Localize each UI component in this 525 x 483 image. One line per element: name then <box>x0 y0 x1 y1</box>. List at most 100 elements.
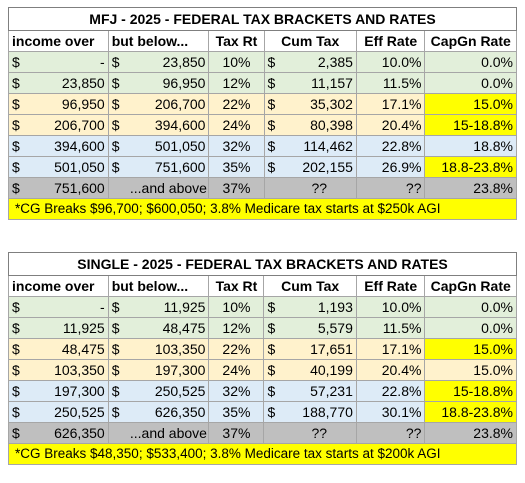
tax-rate-cell: 12% <box>208 317 265 339</box>
single-bracket-table: SINGLE - 2025 - FEDERAL TAX BRACKETS AND… <box>8 252 517 465</box>
bracket-row: $626,350 ...and above 37%???? 23.8% <box>8 422 517 444</box>
cumulative-tax-cell: 35,302 <box>282 93 357 115</box>
cumulative-tax-cell: 17,651 <box>282 338 357 360</box>
currency-sign: $ <box>263 380 283 402</box>
capgains-rate-cell: 15.0% <box>424 93 517 115</box>
header-eff: Eff Rate <box>355 30 426 52</box>
cumulative-tax-cell: ?? <box>282 177 357 199</box>
currency-sign: $ <box>8 338 28 360</box>
currency-sign: $ <box>263 135 283 157</box>
currency-sign: $ <box>8 359 28 381</box>
bracket-row: $394,600 $501,050 32% $114,462 22.8% 18.8% <box>8 135 517 157</box>
effective-rate-cell: 20.4% <box>355 114 426 136</box>
income-over-cell: 751,600 <box>27 177 109 199</box>
tax-rate-cell: 22% <box>208 338 265 360</box>
table-title: MFJ - 2025 - FEDERAL TAX BRACKETS AND RA… <box>8 7 517 31</box>
cumulative-tax-cell: 114,462 <box>282 135 357 157</box>
currency-sign: $ <box>8 135 28 157</box>
currency-sign: $ <box>8 156 28 178</box>
mfj-table-body: MFJ - 2025 - FEDERAL TAX BRACKETS AND RA… <box>8 7 517 220</box>
currency-sign <box>107 422 127 444</box>
tax-rate-cell: 10% <box>208 51 265 73</box>
income-below-cell: 103,350 <box>126 338 210 360</box>
tax-rate-cell: 12% <box>208 72 265 94</box>
effective-rate-cell: 17.1% <box>355 93 426 115</box>
tax-rate-cell: 35% <box>208 401 265 423</box>
currency-sign: $ <box>107 338 127 360</box>
capgains-rate-cell: 23.8% <box>424 422 517 444</box>
tax-rate-cell: 22% <box>208 93 265 115</box>
capgains-note: *CG Breaks $96,700; $600,050; 3.8% Medic… <box>8 198 517 220</box>
bracket-row: $11,925 $48,475 12% $5,579 11.5% 0.0% <box>8 317 517 339</box>
table-title-row: MFJ - 2025 - FEDERAL TAX BRACKETS AND RA… <box>8 7 517 31</box>
capgains-rate-cell: 15-18.8% <box>424 114 517 136</box>
capgains-rate-cell: 15.0% <box>424 338 517 360</box>
income-over-cell: 96,950 <box>27 93 109 115</box>
tax-rate-cell: 35% <box>208 156 265 178</box>
income-below-cell: 96,950 <box>126 72 210 94</box>
currency-sign: $ <box>263 156 283 178</box>
capgains-rate-cell: 15.0% <box>424 359 517 381</box>
bracket-row: $48,475 $103,350 22% $17,651 17.1% 15.0% <box>8 338 517 360</box>
bracket-row: $197,300 $250,525 32% $57,231 22.8% 15-18.8% <box>8 380 517 402</box>
currency-sign: $ <box>263 338 283 360</box>
capgains-note-row: *CG Breaks $96,700; $600,050; 3.8% Medic… <box>8 198 517 220</box>
single-table-body: SINGLE - 2025 - FEDERAL TAX BRACKETS AND… <box>8 252 517 465</box>
income-below-cell: 250,525 <box>126 380 210 402</box>
bracket-row: $501,050 $751,600 35% $202,155 26.9% 18.8-23.… <box>8 156 517 178</box>
currency-sign: $ <box>263 401 283 423</box>
cumulative-tax-cell: 188,770 <box>282 401 357 423</box>
income-below-cell: 394,600 <box>126 114 210 136</box>
bracket-row: $23,850 $96,950 12% $11,157 11.5% 0.0% <box>8 72 517 94</box>
cumulative-tax-cell: 2,385 <box>282 51 357 73</box>
effective-rate-cell: 20.4% <box>355 359 426 381</box>
tax-rate-cell: 32% <box>208 135 265 157</box>
income-over-cell: 103,350 <box>27 359 109 381</box>
currency-sign: $ <box>107 156 127 178</box>
header-capgn: CapGn Rate <box>424 30 517 52</box>
currency-sign: $ <box>263 51 283 73</box>
header-rate: Tax Rt <box>208 30 265 52</box>
currency-sign: $ <box>263 114 283 136</box>
cumulative-tax-cell: ?? <box>282 422 357 444</box>
effective-rate-cell: 26.9% <box>355 156 426 178</box>
capgains-rate-cell: 0.0% <box>424 296 517 318</box>
capgains-rate-cell: 0.0% <box>424 317 517 339</box>
currency-sign: $ <box>107 296 127 318</box>
currency-sign: $ <box>263 359 283 381</box>
column-header-row: income over but below... Tax Rt Cum Tax Eff … <box>8 30 517 52</box>
header-capgn: CapGn Rate <box>424 275 517 297</box>
income-over-cell: 501,050 <box>27 156 109 178</box>
cumulative-tax-cell: 80,398 <box>282 114 357 136</box>
effective-rate-cell: ?? <box>355 177 426 199</box>
currency-sign: $ <box>8 51 28 73</box>
effective-rate-cell: ?? <box>355 422 426 444</box>
header-eff: Eff Rate <box>355 275 426 297</box>
currency-sign: $ <box>107 317 127 339</box>
income-over-cell: - <box>27 51 109 73</box>
income-over-cell: 626,350 <box>27 422 109 444</box>
currency-sign: $ <box>8 296 28 318</box>
currency-sign: $ <box>107 114 127 136</box>
bracket-row: $206,700 $394,600 24% $80,398 20.4% 15-18.8% <box>8 114 517 136</box>
bracket-row: $751,600 ...and above 37%???? 23.8% <box>8 177 517 199</box>
income-below-cell: 197,300 <box>126 359 210 381</box>
income-below-cell: ...and above <box>126 177 210 199</box>
currency-sign: $ <box>8 177 28 199</box>
effective-rate-cell: 10.0% <box>355 296 426 318</box>
cumulative-tax-cell: 202,155 <box>282 156 357 178</box>
capgains-note-row: *CG Breaks $48,350; $533,400; 3.8% Medic… <box>8 443 517 465</box>
effective-rate-cell: 11.5% <box>355 317 426 339</box>
tax-rate-cell: 10% <box>208 296 265 318</box>
header-cum: Cum Tax <box>263 30 357 52</box>
income-below-cell: 11,925 <box>126 296 210 318</box>
income-over-cell: - <box>27 296 109 318</box>
tax-rate-cell: 24% <box>208 359 265 381</box>
currency-sign: $ <box>8 401 28 423</box>
effective-rate-cell: 30.1% <box>355 401 426 423</box>
bracket-row: $96,950 $206,700 22% $35,302 17.1% 15.0% <box>8 93 517 115</box>
income-below-cell: 23,850 <box>126 51 210 73</box>
currency-sign: $ <box>107 72 127 94</box>
income-below-cell: 751,600 <box>126 156 210 178</box>
